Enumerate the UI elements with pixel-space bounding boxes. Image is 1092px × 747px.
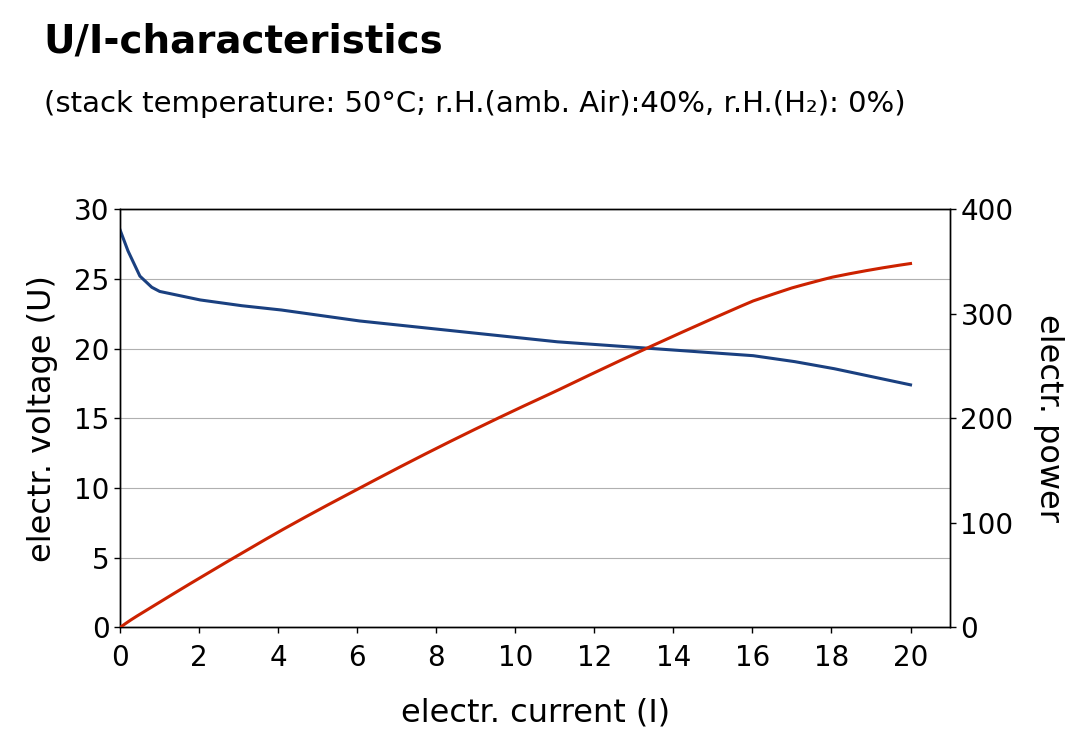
X-axis label: electr. current (I): electr. current (I) [401, 697, 669, 728]
Y-axis label: electr. power: electr. power [1033, 314, 1064, 522]
Text: (stack temperature: 50°C; r.H.(amb. Air):40%, r.H.(H₂): 0%): (stack temperature: 50°C; r.H.(amb. Air)… [44, 90, 905, 117]
Text: U/I-characteristics: U/I-characteristics [44, 22, 443, 61]
Y-axis label: electr. voltage (U): electr. voltage (U) [26, 275, 58, 562]
